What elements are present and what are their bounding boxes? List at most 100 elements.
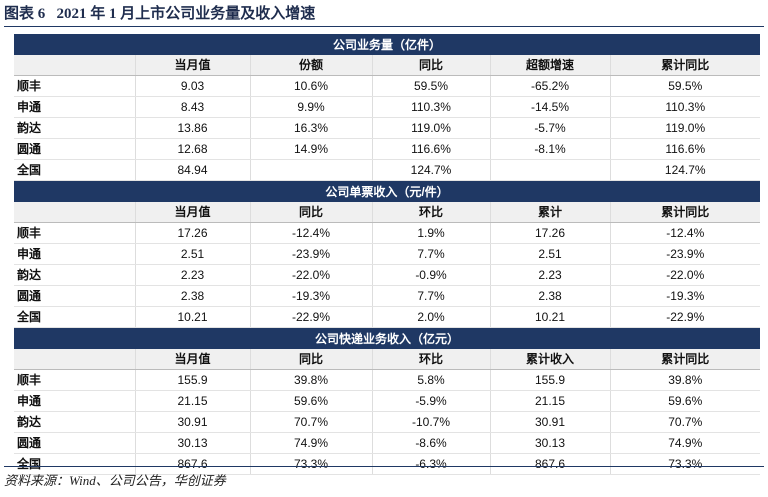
data-cell: 116.6% [609, 138, 761, 160]
row-label: 申通 [14, 243, 135, 265]
title-rule [4, 26, 764, 27]
row-label: 韵达 [14, 411, 135, 433]
row-label: 申通 [14, 390, 135, 412]
data-cell: 30.91 [134, 411, 250, 433]
row-label: 韵达 [14, 264, 135, 286]
data-cell: 74.9% [249, 432, 372, 454]
data-cell: 2.38 [134, 285, 250, 307]
row-label: 圆通 [14, 432, 135, 454]
row-label: 全国 [14, 159, 135, 181]
data-cell: 14.9% [249, 138, 372, 160]
section-title: 公司快递业务收入（亿元） [14, 327, 761, 349]
section-header-row: 公司快递业务收入（亿元） [14, 327, 761, 349]
column-header-row: 当月值 同比 环比 累计 累计同比 [14, 202, 761, 223]
section-title: 公司业务量（亿件） [14, 34, 761, 55]
column-header: 累计同比 [609, 349, 761, 370]
data-cell: 59.5% [609, 75, 761, 97]
data-row: 韵达 13.86 16.3% 119.0% -5.7% 119.0% [14, 117, 761, 139]
data-row: 顺丰 9.03 10.6% 59.5% -65.2% 59.5% [14, 75, 761, 97]
data-cell: 867.6 [134, 453, 250, 475]
data-row: 韵达 30.91 70.7% -10.7% 30.91 70.7% [14, 411, 761, 433]
data-cell: 17.26 [134, 222, 250, 244]
data-row: 圆通 12.68 14.9% 116.6% -8.1% 116.6% [14, 138, 761, 160]
data-cell: 119.0% [609, 117, 761, 139]
title: 图表 6 2021 年 1 月上市公司业务量及收入增速 [4, 6, 316, 22]
data-cell: 124.7% [371, 159, 490, 181]
data-cell: 30.13 [134, 432, 250, 454]
data-cell: 2.51 [134, 243, 250, 265]
column-header: 同比 [371, 55, 490, 76]
data-cell: 2.23 [489, 264, 610, 286]
row-label: 全国 [14, 306, 135, 328]
section-header-row: 公司业务量（亿件） [14, 34, 761, 55]
data-cell: -0.9% [371, 264, 490, 286]
data-cell: 9.9% [249, 96, 372, 118]
data-cell: 30.91 [489, 411, 610, 433]
data-cell: 5.8% [371, 369, 490, 391]
data-cell: -10.7% [371, 411, 490, 433]
data-cell: 2.0% [371, 306, 490, 328]
data-cell: 73.3% [249, 453, 372, 475]
data-cell: 73.3% [609, 453, 761, 475]
data-cell: -22.0% [249, 264, 372, 286]
column-header: 超额增速 [489, 55, 610, 76]
column-header: 同比 [249, 202, 372, 223]
data-cell: -19.3% [249, 285, 372, 307]
data-row: 圆通 30.13 74.9% -8.6% 30.13 74.9% [14, 432, 761, 454]
data-cell: -8.6% [371, 432, 490, 454]
data-row: 全国 84.94 124.7% 124.7% [14, 159, 761, 181]
data-cell: -23.9% [609, 243, 761, 265]
column-header: 份额 [249, 55, 372, 76]
row-label: 顺丰 [14, 369, 135, 391]
row-label: 圆通 [14, 138, 135, 160]
corner-cell [14, 202, 135, 223]
column-header: 同比 [249, 349, 372, 370]
data-cell: 21.15 [489, 390, 610, 412]
column-header: 当月值 [134, 202, 250, 223]
data-cell: -65.2% [489, 75, 610, 97]
data-cell: 10.21 [489, 306, 610, 328]
data-cell: 9.03 [134, 75, 250, 97]
data-cell: 59.5% [371, 75, 490, 97]
data-cell: 30.13 [489, 432, 610, 454]
data-cell: -22.0% [609, 264, 761, 286]
data-cell: 110.3% [609, 96, 761, 118]
data-cell: 59.6% [609, 390, 761, 412]
column-header-row: 当月值 同比 环比 累计收入 累计同比 [14, 349, 761, 370]
data-cell: 2.23 [134, 264, 250, 286]
data-cell: -23.9% [249, 243, 372, 265]
data-cell: 2.38 [489, 285, 610, 307]
source: 资料来源：Wind、公司公告，华创证券 [4, 473, 226, 488]
corner-cell [14, 55, 135, 76]
data-cell: 1.9% [371, 222, 490, 244]
data-cell: -22.9% [249, 306, 372, 328]
data-cell: -5.9% [371, 390, 490, 412]
column-header: 环比 [371, 349, 490, 370]
data-cell: 110.3% [371, 96, 490, 118]
row-label: 申通 [14, 96, 135, 118]
column-header: 当月值 [134, 55, 250, 76]
data-cell: -22.9% [609, 306, 761, 328]
column-header: 累计同比 [609, 202, 761, 223]
data-cell: 155.9 [134, 369, 250, 391]
data-cell: 119.0% [371, 117, 490, 139]
data-row: 顺丰 17.26 -12.4% 1.9% 17.26 -12.4% [14, 222, 761, 244]
data-cell: 867.6 [489, 453, 610, 475]
data-cell: 13.86 [134, 117, 250, 139]
data-cell: 10.6% [249, 75, 372, 97]
data-row: 申通 21.15 59.6% -5.9% 21.15 59.6% [14, 390, 761, 412]
data-row: 圆通 2.38 -19.3% 7.7% 2.38 -19.3% [14, 285, 761, 307]
data-cell: 21.15 [134, 390, 250, 412]
data-cell: 39.8% [609, 369, 761, 391]
data-cell: 59.6% [249, 390, 372, 412]
data-cell: 70.7% [609, 411, 761, 433]
data-cell: -14.5% [489, 96, 610, 118]
data-row: 申通 8.43 9.9% 110.3% -14.5% 110.3% [14, 96, 761, 118]
row-label: 顺丰 [14, 222, 135, 244]
data-cell: 17.26 [489, 222, 610, 244]
data-cell: -5.7% [489, 117, 610, 139]
section-title: 公司单票收入（元/件） [14, 180, 761, 202]
data-cell: 2.51 [489, 243, 610, 265]
data-cell: 39.8% [249, 369, 372, 391]
data-cell [249, 159, 372, 181]
